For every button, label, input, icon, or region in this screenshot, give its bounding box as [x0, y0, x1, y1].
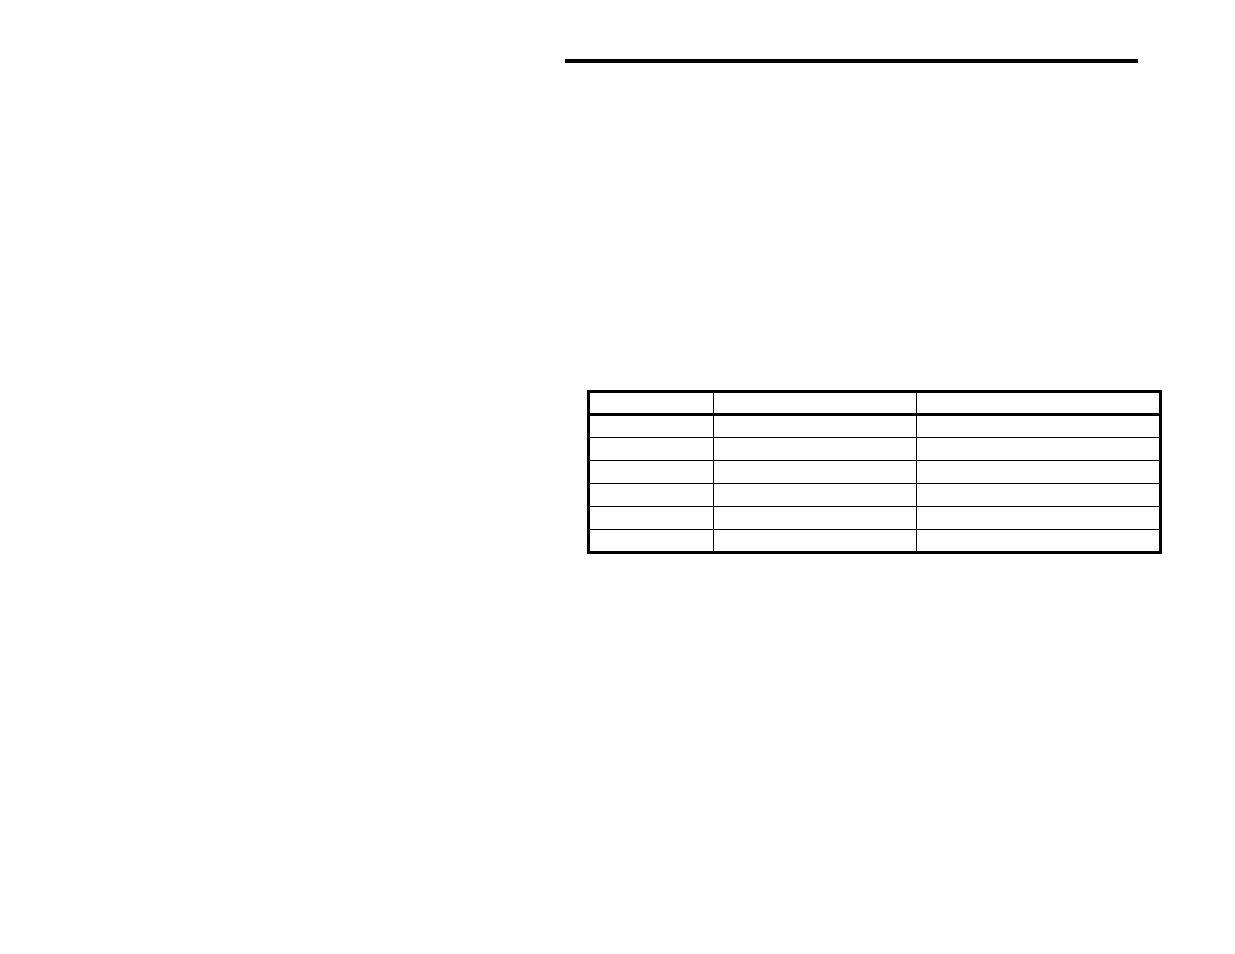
- table-cell: [714, 438, 917, 461]
- table-row: [589, 415, 1161, 438]
- table-cell: [917, 438, 1161, 461]
- table-cell: [589, 484, 714, 507]
- table-cell: [917, 530, 1161, 553]
- table-row: [589, 461, 1161, 484]
- data-table: [587, 390, 1162, 554]
- table-row: [589, 438, 1161, 461]
- table-header-cell: [917, 392, 1161, 415]
- table-cell: [714, 415, 917, 438]
- table-cell: [589, 507, 714, 530]
- table-cell: [589, 461, 714, 484]
- table-cell: [917, 415, 1161, 438]
- table-cell: [589, 530, 714, 553]
- table-cell: [589, 438, 714, 461]
- table-header-cell: [714, 392, 917, 415]
- table-cell: [917, 484, 1161, 507]
- table-row: [589, 530, 1161, 553]
- table-cell: [589, 415, 714, 438]
- table-row: [589, 507, 1161, 530]
- table-cell: [714, 461, 917, 484]
- table-cell: [714, 530, 917, 553]
- table-cell: [917, 461, 1161, 484]
- table-cell: [714, 507, 917, 530]
- table-header-cell: [589, 392, 714, 415]
- table-header-row: [589, 392, 1161, 415]
- table-cell: [917, 507, 1161, 530]
- table-cell: [714, 484, 917, 507]
- horizontal-rule: [565, 59, 1138, 63]
- table-row: [589, 484, 1161, 507]
